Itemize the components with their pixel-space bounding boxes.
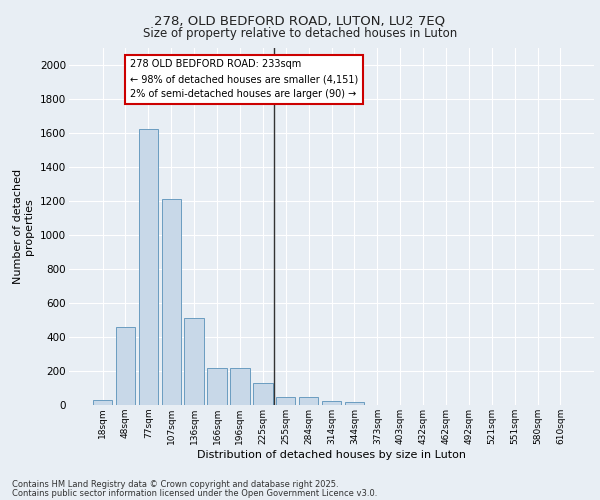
X-axis label: Distribution of detached houses by size in Luton: Distribution of detached houses by size … bbox=[197, 450, 466, 460]
Bar bbox=[184, 318, 204, 405]
Bar bbox=[230, 368, 250, 405]
Bar bbox=[161, 199, 181, 405]
Text: 278 OLD BEDFORD ROAD: 233sqm
← 98% of detached houses are smaller (4,151)
2% of : 278 OLD BEDFORD ROAD: 233sqm ← 98% of de… bbox=[130, 60, 358, 99]
Bar bbox=[208, 368, 227, 405]
Text: Size of property relative to detached houses in Luton: Size of property relative to detached ho… bbox=[143, 28, 457, 40]
Bar bbox=[253, 383, 272, 405]
Bar bbox=[344, 402, 364, 405]
Bar bbox=[276, 398, 295, 405]
Text: Contains HM Land Registry data © Crown copyright and database right 2025.: Contains HM Land Registry data © Crown c… bbox=[12, 480, 338, 489]
Bar bbox=[116, 326, 135, 405]
Bar bbox=[322, 400, 341, 405]
Text: Contains public sector information licensed under the Open Government Licence v3: Contains public sector information licen… bbox=[12, 488, 377, 498]
Bar bbox=[299, 398, 319, 405]
Text: 278, OLD BEDFORD ROAD, LUTON, LU2 7EQ: 278, OLD BEDFORD ROAD, LUTON, LU2 7EQ bbox=[154, 14, 446, 27]
Y-axis label: Number of detached
properties: Number of detached properties bbox=[13, 168, 34, 284]
Bar bbox=[139, 129, 158, 405]
Bar bbox=[93, 400, 112, 405]
